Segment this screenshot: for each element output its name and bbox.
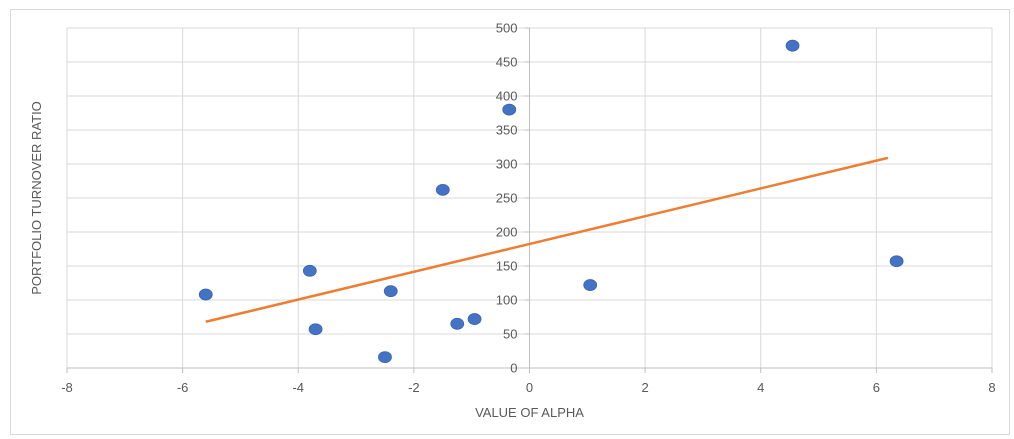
axes xyxy=(66,27,993,373)
trendline-layer xyxy=(205,156,889,323)
data-point xyxy=(435,183,450,196)
x-tick-label: 2 xyxy=(642,380,649,395)
data-point xyxy=(889,255,904,268)
y-tick-label: 250 xyxy=(496,191,518,206)
chart-frame xyxy=(10,9,1010,435)
linear-trendline xyxy=(205,156,889,323)
y-tick-label: 350 xyxy=(496,123,518,138)
y-tick-label: 100 xyxy=(496,293,518,308)
data-point xyxy=(383,285,398,298)
y-tick-label: 200 xyxy=(496,225,518,240)
x-tick-label: 4 xyxy=(757,380,764,395)
data-point xyxy=(583,279,598,291)
y-tick-label: 0 xyxy=(510,361,517,376)
y-tick-label: 150 xyxy=(496,259,518,274)
x-tick-label: 6 xyxy=(873,380,880,395)
x-tick-label: 0 xyxy=(526,380,533,395)
data-point xyxy=(450,317,465,330)
x-tick-label: -8 xyxy=(61,380,73,395)
y-axis-title: PORTFOLIO TURNOVER RATIO xyxy=(29,101,44,295)
data-point xyxy=(302,264,317,277)
x-tick-label: -4 xyxy=(292,380,304,395)
data-point xyxy=(502,103,517,116)
y-tick-label: 400 xyxy=(496,89,518,104)
data-point xyxy=(785,39,800,52)
data-point xyxy=(378,351,392,364)
y-tick-label: 50 xyxy=(503,327,517,342)
data-point xyxy=(467,313,482,325)
y-tick-label: 500 xyxy=(496,21,518,36)
tick-labels: 0 50 100 150 200 250 300 350 400 450 500 -8 -6 -4 -2 0 2… xyxy=(61,21,995,396)
x-tick-label: 8 xyxy=(988,380,995,395)
y-tick-label: 450 xyxy=(496,55,518,70)
data-point xyxy=(308,323,323,336)
x-tick-label: -2 xyxy=(408,380,420,395)
x-tick-label: -6 xyxy=(177,380,189,395)
y-tick-label: 300 xyxy=(496,157,518,172)
data-point xyxy=(198,288,213,301)
x-axis-title: VALUE OF ALPHA xyxy=(475,405,584,420)
data-points xyxy=(198,39,904,364)
